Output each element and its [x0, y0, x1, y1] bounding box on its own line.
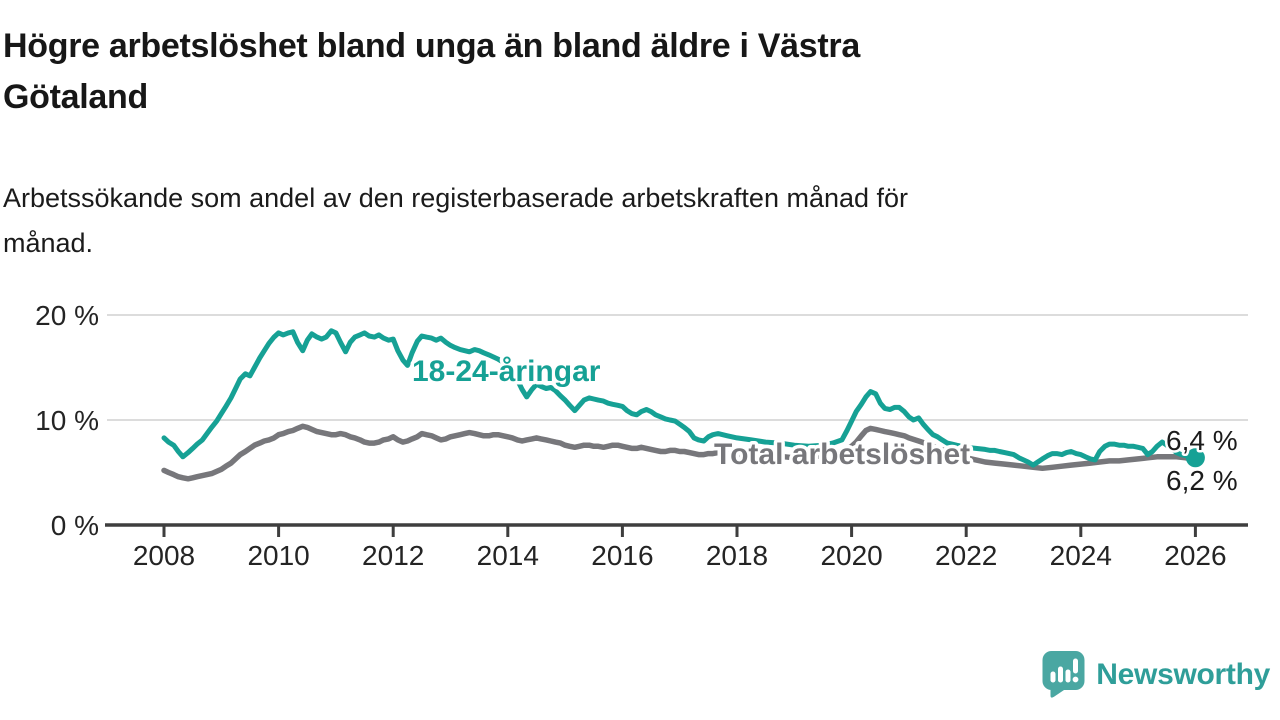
chart-title: Högre arbetslöshet bland unga än bland ä… [3, 21, 860, 123]
x-axis-tick-label: 2020 [820, 540, 882, 571]
chart-subtitle-line-2: månad. [3, 228, 94, 258]
x-axis-tick-label: 2018 [706, 540, 768, 571]
series-end-dot-youth [1185, 448, 1205, 468]
y-axis-tick-label: 20 % [35, 300, 99, 331]
chart-subtitle-line-1: Arbetssökande som andel av den registerb… [3, 183, 909, 213]
x-axis-tick-label: 2022 [935, 540, 997, 571]
series-label-youth: 18-24-åringar [412, 355, 601, 388]
chart-title-line-2: Götaland [3, 78, 148, 116]
series-label-total: Total arbetslöshet [714, 438, 970, 471]
end-value-label-youth: 6,4 % [1166, 425, 1238, 456]
newsworthy-logo-text: Newsworthy [1096, 657, 1270, 691]
newsworthy-logo-icon [1042, 651, 1085, 698]
x-axis-tick-label: 2024 [1050, 540, 1112, 571]
y-axis-tick-label: 10 % [35, 405, 99, 436]
x-axis-tick-label: 2026 [1164, 540, 1226, 571]
x-axis-tick-label: 2014 [477, 540, 539, 571]
end-value-label-total: 6,2 % [1166, 465, 1238, 496]
chart-subtitle: Arbetssökande som andel av den registerb… [3, 176, 908, 266]
newsworthy-logo: Newsworthy [1041, 650, 1270, 699]
series-line-total [161, 423, 1199, 482]
chart-title-line-1: Högre arbetslöshet bland unga än bland ä… [3, 27, 860, 65]
x-axis-tick-label: 2010 [247, 540, 309, 571]
x-axis-tick-label: 2016 [591, 540, 653, 571]
y-axis-tick-label: 0 % [51, 510, 99, 541]
series-line-youth [161, 328, 1198, 468]
x-axis-tick-label: 2008 [133, 540, 195, 571]
x-axis-tick-label: 2012 [362, 540, 424, 571]
